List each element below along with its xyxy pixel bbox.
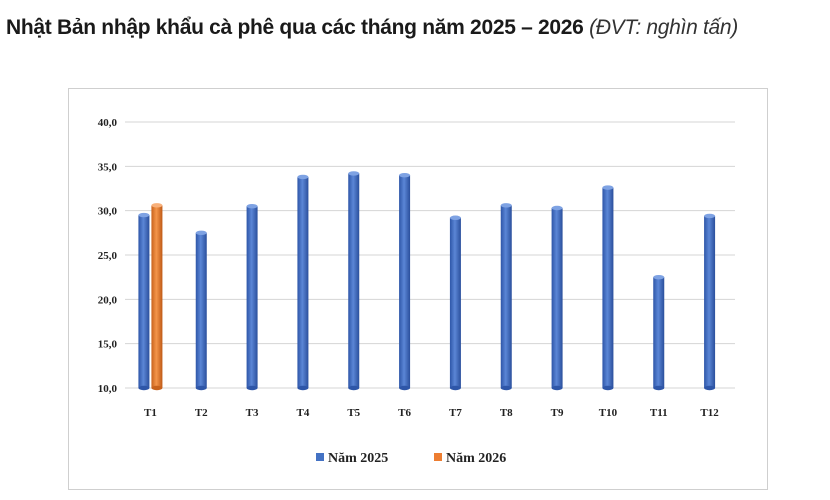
bar-base [449, 385, 461, 391]
bar-2025-T5 [348, 171, 360, 391]
bar-body [449, 217, 461, 388]
bar-2025-T12 [704, 213, 716, 391]
x-tick-label: T1 [144, 407, 157, 419]
bar-2025-T3 [246, 204, 258, 391]
bar-cap [399, 173, 411, 178]
bar-cap [246, 204, 258, 209]
bar-body [602, 187, 614, 388]
y-tick-label: 25,0 [98, 250, 118, 262]
bar-cap [348, 171, 360, 176]
bar-2025-T2 [195, 230, 207, 391]
x-axis: T1 T2 T3 T4 T5 T6 T7 T8 T9 T10 T11 T12 [144, 407, 719, 419]
bar-base [704, 385, 716, 391]
bar-cap [602, 185, 614, 190]
bar-body [399, 175, 411, 388]
bar-body [348, 173, 360, 388]
bar-base [195, 385, 207, 391]
bar-body [653, 277, 665, 388]
bar-base [399, 385, 411, 391]
bar-cap [704, 213, 716, 219]
y-tick-label: 15,0 [98, 339, 118, 351]
bar-cap [653, 274, 665, 280]
bar-base [151, 385, 163, 391]
bar-base [297, 385, 309, 391]
bar-2025-T8 [500, 203, 512, 391]
bar-body [151, 205, 163, 388]
x-tick-label: T2 [195, 407, 208, 419]
x-tick-label: T8 [500, 407, 513, 419]
bar-cap [138, 212, 150, 218]
bar-base [551, 385, 563, 391]
y-tick-label: 30,0 [98, 206, 118, 218]
x-tick-label: T10 [599, 407, 618, 419]
bar-2025-T11 [653, 274, 665, 391]
legend: Năm 2025 Năm 2026 [316, 451, 506, 466]
gridlines [125, 121, 735, 389]
x-tick-label: T5 [347, 407, 360, 419]
legend-item-2025: Năm 2025 [316, 451, 388, 466]
bar-cap [500, 203, 512, 208]
x-tick-label: T12 [700, 407, 719, 419]
y-tick-label: 20,0 [98, 294, 118, 306]
bar-base [246, 385, 258, 391]
chart-title-text: Nhật Bản nhập khẩu cà phê qua các tháng … [6, 16, 584, 39]
bar-base [653, 385, 665, 391]
legend-label: Năm 2025 [328, 451, 388, 466]
bar-body [297, 176, 309, 388]
x-tick-label: T9 [551, 407, 564, 419]
chart-unit: (ĐVT: nghìn tấn) [589, 16, 738, 39]
y-tick-label: 10,0 [98, 383, 118, 395]
y-tick-label: 40,0 [98, 117, 118, 129]
bar-2025-T1 [138, 212, 150, 391]
bar-cap [551, 205, 563, 211]
bar-2026-T1 [151, 203, 163, 391]
bar-body [551, 208, 563, 388]
chart-frame [68, 88, 768, 490]
bar-body [138, 215, 150, 388]
chart-title: Nhật Bản nhập khẩu cà phê qua các tháng … [6, 16, 738, 40]
legend-swatch [434, 453, 442, 461]
x-tick-label: T3 [246, 407, 259, 419]
legend-label: Năm 2026 [446, 451, 506, 466]
bar-2025-T6 [399, 173, 411, 391]
bar-body [500, 205, 512, 388]
bar-2025-T9 [551, 205, 563, 391]
bar-base [500, 385, 512, 391]
bar-body [704, 215, 716, 388]
bar-cap [297, 174, 309, 180]
x-tick-label: T7 [449, 407, 462, 419]
bar-cap [195, 230, 207, 236]
y-tick-label: 35,0 [98, 161, 118, 173]
bar-base [138, 385, 150, 391]
bar-cap [151, 203, 163, 208]
bar-2025-T4 [297, 174, 309, 391]
bar-2025-T7 [449, 215, 461, 391]
y-axis: 10,0 15,0 20,0 25,0 30,0 35,0 40,0 [98, 117, 118, 395]
x-tick-label: T11 [650, 407, 668, 419]
bar-base [348, 385, 360, 391]
bar-cap [449, 215, 461, 220]
x-tick-label: T4 [296, 407, 309, 419]
bar-body [195, 232, 207, 388]
bar-body [246, 206, 258, 388]
bar-2025-T10 [602, 185, 614, 391]
bars [138, 171, 716, 391]
legend-item-2026: Năm 2026 [434, 451, 506, 466]
x-tick-label: T6 [398, 407, 411, 419]
bar-base [602, 385, 614, 391]
legend-swatch [316, 453, 324, 461]
